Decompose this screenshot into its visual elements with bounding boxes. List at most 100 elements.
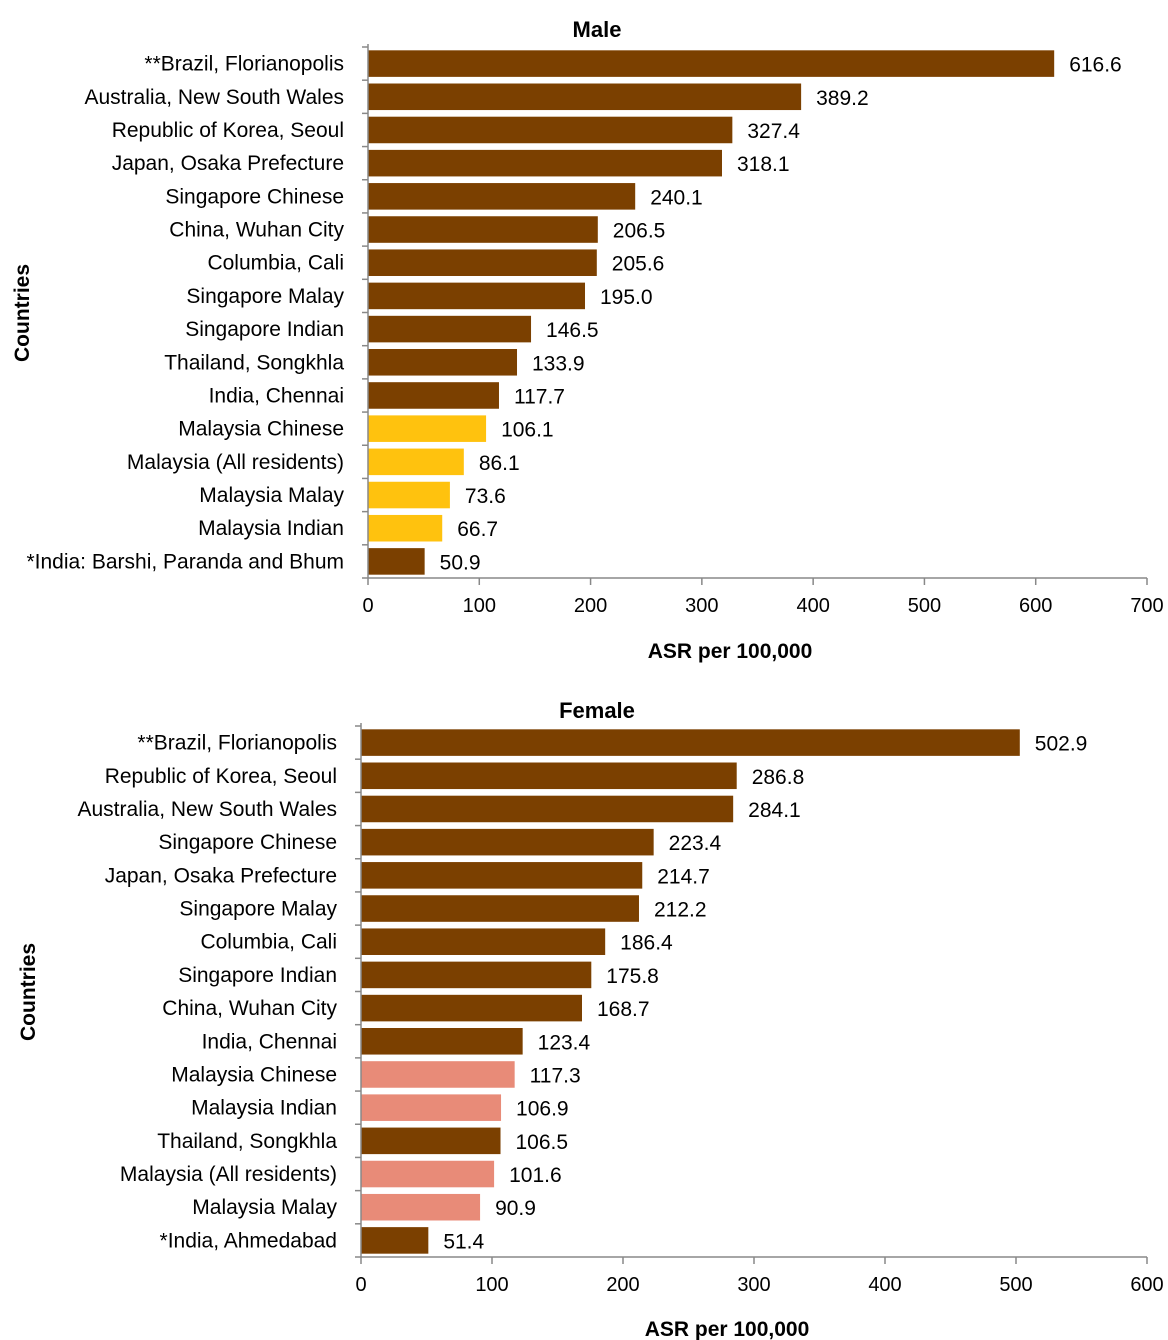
x-axis-label: ASR per 100,000 [648,640,813,663]
data-label: 50.9 [440,551,481,574]
bar [361,762,737,790]
x-tick-label: 700 [1130,595,1163,617]
category-label: Columbia, Cali [207,252,344,275]
category-label: Singapore Malay [186,285,344,308]
data-label: 106.9 [516,1098,569,1121]
data-label: 90.9 [495,1197,536,1220]
bars-group [361,729,1020,1254]
x-tick-label: 200 [574,595,607,617]
bar [368,149,722,177]
bar [361,1227,429,1254]
bar [361,895,639,922]
x-tick-label: 600 [1130,1274,1163,1296]
bar [368,249,597,276]
category-label: Malaysia Indian [198,517,344,540]
bars-group [368,50,1055,575]
data-label: 240.1 [650,186,703,209]
data-label: 284.1 [748,799,801,822]
data-label: 73.6 [465,485,506,508]
chart-title: Male [573,17,622,42]
bar [361,729,1020,756]
x-tick-label: 300 [685,595,718,617]
category-label: India, Chennai [209,384,344,407]
bar [361,994,582,1022]
bar [368,183,636,210]
axes-group: 0 100 200 300 400 500 600 [355,723,1164,1296]
x-tick-label: 400 [868,1274,901,1296]
data-label: 195.0 [600,286,653,309]
bar [361,961,592,989]
axes-group: 0 100 200 300 400 500 600 700 [362,44,1164,617]
female-chart: Female Countries ASR per 100,000 **Brazi… [17,698,1164,1340]
bar [368,116,733,144]
bar [368,415,487,442]
data-label: 106.5 [516,1131,569,1154]
data-label: 502.9 [1035,733,1088,756]
data-label: 175.8 [606,965,659,988]
data-label: 146.5 [546,319,599,342]
category-label: Malaysia (All residents) [127,451,344,474]
bar [368,382,499,409]
category-label: Singapore Malay [179,898,337,921]
y-axis-label: Countries [11,264,34,362]
x-tick-label: 200 [606,1274,639,1296]
x-tick-label: 100 [475,1274,508,1296]
bar [361,1127,501,1155]
data-label: 133.9 [532,352,585,375]
x-tick-label: 500 [908,595,941,617]
bar [361,1193,481,1221]
category-label: Australia, New South Wales [85,86,345,109]
bar [361,1094,502,1121]
bar [368,548,425,575]
category-label: Malaysia Malay [192,1196,337,1219]
bar [361,1061,515,1088]
bar [368,481,450,509]
category-labels-group: **Brazil, Florianopolis Republic of Korea… [78,732,338,1253]
category-label: Singapore Chinese [158,831,337,854]
bar [368,216,598,243]
data-label: 186.4 [620,932,673,955]
bar [368,83,802,111]
category-label: Japan, Osaka Prefecture [105,864,337,887]
x-tick-label: 400 [796,595,829,617]
bar [361,928,606,955]
x-tick-label: 100 [463,595,496,617]
bar [368,315,532,343]
data-label: 86.1 [479,452,520,475]
bar [361,828,654,856]
data-label: 106.1 [501,419,554,442]
category-label: *India: Barshi, Paranda and Bhum [26,550,344,573]
data-label: 206.5 [613,220,666,243]
value-labels-group: 502.9 286.8 284.1 223.4 214.7 212.2 186.4 175.8… [443,733,1087,1254]
category-label: Malaysia Malay [199,484,344,507]
data-label: 327.4 [747,120,800,143]
category-label: **Brazil, Florianopolis [144,53,344,76]
bar [361,1028,523,1055]
category-label: Australia, New South Wales [78,798,338,821]
category-labels-group: **Brazil, Florianopolis Australia, New So… [26,53,344,574]
data-label: 168.7 [597,998,650,1021]
category-label: Republic of Korea, Seoul [105,765,337,788]
category-label: Malaysia Indian [191,1097,337,1120]
bar [368,448,464,476]
bar [368,514,443,542]
category-label: Malaysia Chinese [171,1063,337,1086]
category-label: Thailand, Songkhla [157,1130,337,1153]
category-label: *India, Ahmedabad [160,1229,337,1252]
category-label: Malaysia (All residents) [120,1163,337,1186]
y-axis-label: Countries [17,943,40,1041]
x-tick-label: 300 [737,1274,770,1296]
bar [368,50,1055,77]
value-labels-group: 616.6 389.2 327.4 318.1 240.1 206.5 205.6 195.0… [440,54,1122,575]
category-label: Singapore Indian [178,964,337,987]
data-label: 318.1 [737,153,790,176]
data-label: 223.4 [669,832,722,855]
data-label: 389.2 [816,87,869,110]
data-label: 51.4 [443,1230,484,1253]
chart-title: Female [559,698,635,723]
category-label: China, Wuhan City [162,997,337,1020]
x-tick-label: 600 [1019,595,1052,617]
category-label: Malaysia Chinese [178,418,344,441]
category-label: Japan, Osaka Prefecture [112,152,344,175]
